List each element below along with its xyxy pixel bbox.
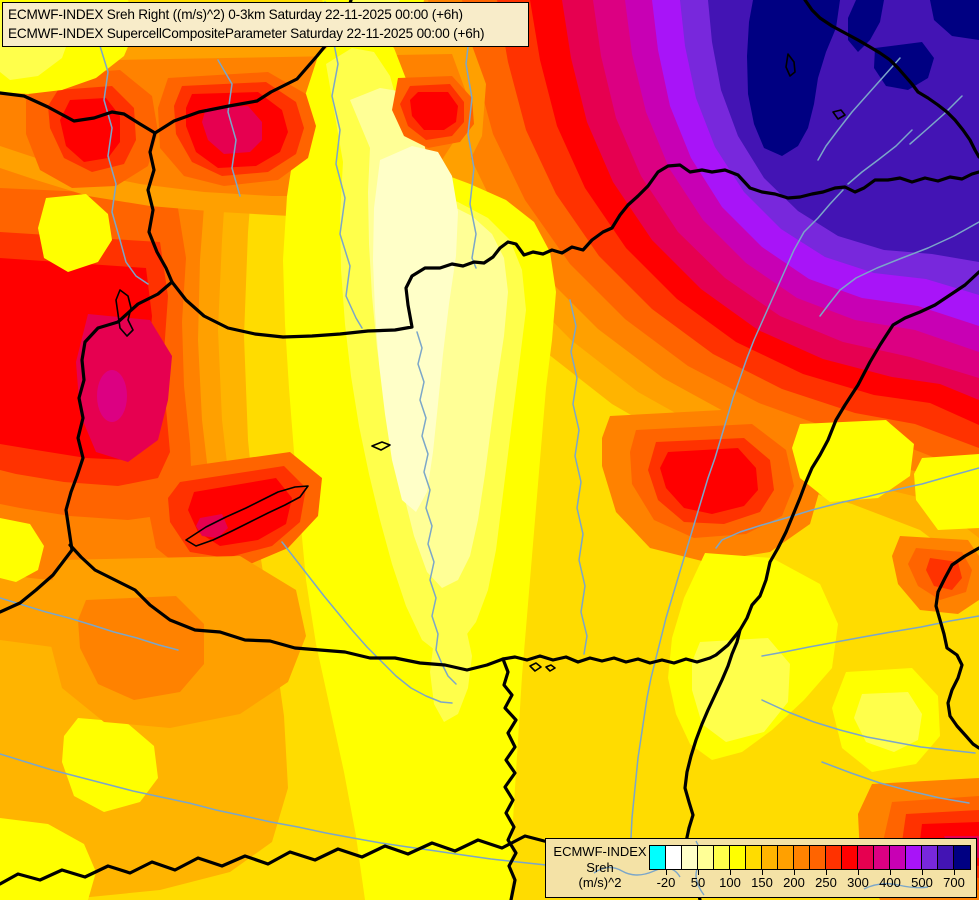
colorbar-swatch-8 — [762, 846, 778, 869]
colorbar-swatch-12 — [826, 846, 842, 869]
colorbar-swatch-2 — [666, 846, 682, 869]
colorbar-swatch-17 — [906, 846, 922, 869]
colorbar-tick — [826, 870, 827, 875]
title-line-1: ECMWF-INDEX Sreh Right ((m/s)^2) 0-3km S… — [8, 7, 463, 22]
rivers — [0, 1, 979, 866]
colorbar-tick — [666, 870, 667, 875]
colorbar-tick — [762, 870, 763, 875]
colorbar-tick-label: 150 — [751, 875, 773, 890]
title-line-2: ECMWF-INDEX SupercellCompositeParameter … — [8, 26, 485, 41]
colorbar — [649, 845, 971, 870]
colorbar-swatch-11 — [810, 846, 826, 869]
colorbar-swatch-7 — [746, 846, 762, 869]
colorbar-tick-label: 300 — [847, 875, 869, 890]
lake-neusiedl-outline — [115, 289, 134, 337]
legend-product-label: ECMWF-INDEX — [553, 844, 647, 859]
legend-units-label: (m/s)^2 — [578, 875, 622, 890]
colorbar-swatch-6 — [730, 846, 746, 869]
colorbar-swatch-10 — [794, 846, 810, 869]
lake-velence-outline — [371, 441, 391, 451]
colorbar-swatch-16 — [890, 846, 906, 869]
colorbar-tick-labels: -20 50 100 150 200 250 300 400 500 700 — [649, 870, 971, 892]
colorbar-tick-label: 500 — [911, 875, 933, 890]
colorbar-tick — [794, 870, 795, 875]
colorbar-tick-label: 50 — [690, 875, 706, 890]
colorbar-tick-label: 400 — [879, 875, 901, 890]
legend-parameter-label: Sreh — [586, 859, 614, 875]
colorbar-tick — [730, 870, 731, 875]
colorbar-swatch-14 — [858, 846, 874, 869]
colorbar-tick — [858, 870, 859, 875]
colorbar-swatch-15 — [874, 846, 890, 869]
colorbar-swatch-18 — [922, 846, 938, 869]
colorbar-tick-label: 700 — [943, 875, 965, 890]
lakes — [115, 53, 846, 672]
colorbar-swatch-20 — [954, 846, 970, 869]
colorbar-tick-label: 250 — [815, 875, 837, 890]
colorbar-swatch-19 — [938, 846, 954, 869]
colorbar-swatch-5 — [714, 846, 730, 869]
colorbar-swatch-9 — [778, 846, 794, 869]
colorbar-swatch-13 — [842, 846, 858, 869]
title-box: ECMWF-INDEX Sreh Right ((m/s)^2) 0-3km S… — [2, 2, 529, 47]
colorbar-tick — [922, 870, 923, 875]
colorbar-tick-label: 200 — [783, 875, 805, 890]
colorbar-swatch-1 — [650, 846, 666, 869]
colorbar-tick — [890, 870, 891, 875]
colorbar-swatch-4 — [698, 846, 714, 869]
colorbar-tick — [698, 870, 699, 875]
colorbar-tick — [954, 870, 955, 875]
colorbar-swatch-3 — [682, 846, 698, 869]
colorbar-tick-label: -20 — [656, 875, 676, 890]
colorbar-tick-label: 100 — [719, 875, 741, 890]
lake-balaton-outline — [185, 485, 309, 547]
legend-box: ECMWF-INDEX Sreh (m/s)^2 -20 50 100 150 200 2… — [545, 838, 977, 898]
